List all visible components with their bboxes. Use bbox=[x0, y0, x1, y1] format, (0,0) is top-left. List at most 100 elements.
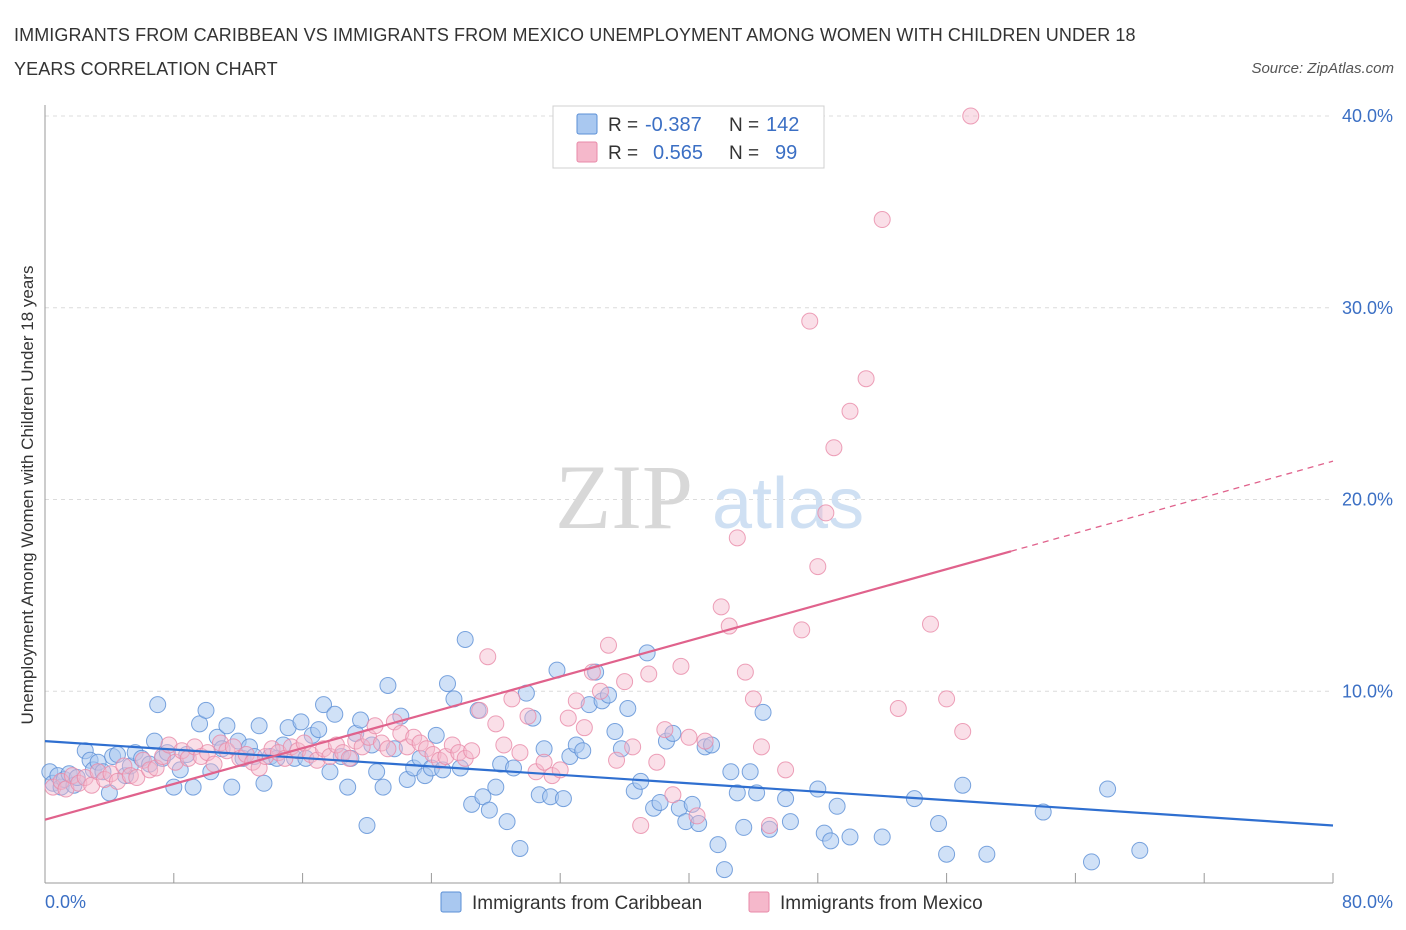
caribbean-point bbox=[1131, 841, 1149, 859]
mexico-point bbox=[96, 770, 114, 788]
mexico-point bbox=[809, 558, 827, 576]
mexico-point bbox=[463, 742, 481, 760]
mexico-point bbox=[938, 690, 956, 708]
caribbean-point bbox=[722, 763, 740, 781]
legend-bottom-mexico-swatch bbox=[748, 891, 770, 913]
caribbean-point bbox=[184, 778, 202, 796]
mexico-point bbox=[761, 816, 778, 834]
caribbean-point bbox=[735, 818, 753, 836]
y-axis-title: Unemployment Among Women with Children U… bbox=[18, 266, 37, 725]
mexico-point bbox=[632, 816, 650, 834]
caribbean-point bbox=[292, 713, 310, 731]
legend-mexico-n-label: N = bbox=[729, 143, 759, 164]
caribbean-point bbox=[741, 763, 759, 781]
caribbean-point bbox=[809, 780, 827, 798]
caribbean-point bbox=[651, 793, 669, 811]
caribbean-point bbox=[255, 774, 273, 792]
mexico-point bbox=[450, 744, 468, 762]
mexico-point bbox=[616, 673, 634, 691]
caribbean-point bbox=[310, 721, 328, 739]
caribbean-point bbox=[535, 740, 553, 758]
caribbean-point bbox=[1083, 853, 1100, 871]
caribbean-point bbox=[938, 845, 956, 863]
mexico-point bbox=[479, 648, 497, 666]
caribbean-point bbox=[511, 839, 529, 857]
caribbean-point bbox=[339, 778, 357, 796]
mexico-point bbox=[471, 701, 489, 719]
caribbean-point bbox=[619, 700, 637, 718]
mexico-point bbox=[752, 738, 770, 756]
mexico-point bbox=[487, 715, 505, 733]
caribbean-point bbox=[358, 816, 376, 834]
mexico-point bbox=[793, 621, 811, 639]
caribbean-point bbox=[487, 778, 505, 796]
legend-bottom-caribbean-swatch bbox=[440, 891, 462, 913]
mexico-point bbox=[205, 755, 223, 773]
mexico-trend-line bbox=[44, 550, 1012, 821]
trend-lines bbox=[44, 460, 1334, 827]
legend-caribbean-r-label: R = bbox=[608, 115, 638, 136]
caribbean-point bbox=[606, 723, 624, 741]
caribbean-point bbox=[761, 820, 778, 838]
mexico-point bbox=[664, 786, 682, 804]
caribbean-point bbox=[498, 813, 516, 831]
caribbean-point bbox=[954, 776, 972, 794]
caribbean-point bbox=[777, 790, 795, 808]
legend-mexico-swatch bbox=[576, 141, 598, 163]
mexico-point bbox=[801, 312, 819, 330]
mexico-point bbox=[680, 728, 698, 746]
caribbean-point bbox=[828, 797, 846, 815]
mexico-point bbox=[608, 751, 626, 769]
chart-title: IMMIGRANTS FROM CARIBBEAN VS IMMIGRANTS … bbox=[14, 25, 1136, 79]
caribbean-point bbox=[754, 703, 772, 721]
mexico-point bbox=[817, 504, 835, 522]
mexico-point bbox=[405, 728, 423, 746]
mexico-point bbox=[922, 615, 939, 633]
caribbean-point bbox=[439, 675, 456, 693]
source-label: Source: ZipAtlas.com bbox=[1251, 60, 1394, 77]
mexico-point bbox=[873, 211, 891, 229]
mexico-point bbox=[495, 736, 513, 754]
mexico-point bbox=[696, 732, 714, 750]
caribbean-point bbox=[149, 696, 167, 714]
legend-mexico-n-value: 99 bbox=[775, 142, 797, 164]
mexico-point bbox=[398, 738, 416, 756]
legend-mexico-r-label: R = bbox=[608, 143, 638, 164]
caribbean-point bbox=[352, 711, 370, 729]
legend-top-box bbox=[552, 105, 825, 169]
caribbean-point bbox=[505, 759, 523, 777]
legend-bottom: Immigrants from Caribbean Immigrants fro… bbox=[440, 891, 983, 914]
caribbean-point bbox=[574, 742, 592, 760]
mexico-point bbox=[656, 721, 674, 739]
mexico-point bbox=[340, 749, 358, 767]
caribbean-point bbox=[715, 861, 733, 879]
y-tick-label: 40.0% bbox=[1342, 106, 1393, 126]
legend-caribbean-n-label: N = bbox=[729, 115, 759, 136]
caribbean-point bbox=[197, 701, 215, 719]
mexico-point bbox=[777, 761, 795, 779]
mexico-point bbox=[372, 734, 390, 752]
mexico-point bbox=[141, 761, 159, 779]
mexico-point bbox=[954, 723, 972, 741]
caribbean-point bbox=[978, 845, 996, 863]
caribbean-point bbox=[145, 732, 163, 750]
caribbean-point bbox=[728, 784, 746, 802]
mexico-point bbox=[728, 529, 746, 547]
mexico-point bbox=[712, 598, 730, 616]
mexico-point bbox=[591, 682, 609, 700]
mexico-point bbox=[736, 663, 754, 681]
legend-top: R = -0.387 N = 142 R = 0.565 N = 99 bbox=[552, 105, 825, 169]
legend-mexico-r-value: 0.565 bbox=[653, 142, 703, 164]
mexico-point bbox=[575, 719, 593, 737]
caribbean-point bbox=[930, 815, 948, 833]
caribbean-point bbox=[456, 630, 474, 648]
mexico-point bbox=[640, 665, 658, 683]
caribbean-point bbox=[841, 828, 859, 846]
caribbean-point bbox=[873, 828, 891, 846]
x-tick-label-max: 80.0% bbox=[1342, 892, 1393, 912]
mexico-point bbox=[535, 753, 553, 771]
x-ticks bbox=[173, 873, 1334, 883]
caribbean-point bbox=[822, 832, 840, 850]
mexico-point bbox=[672, 657, 690, 675]
